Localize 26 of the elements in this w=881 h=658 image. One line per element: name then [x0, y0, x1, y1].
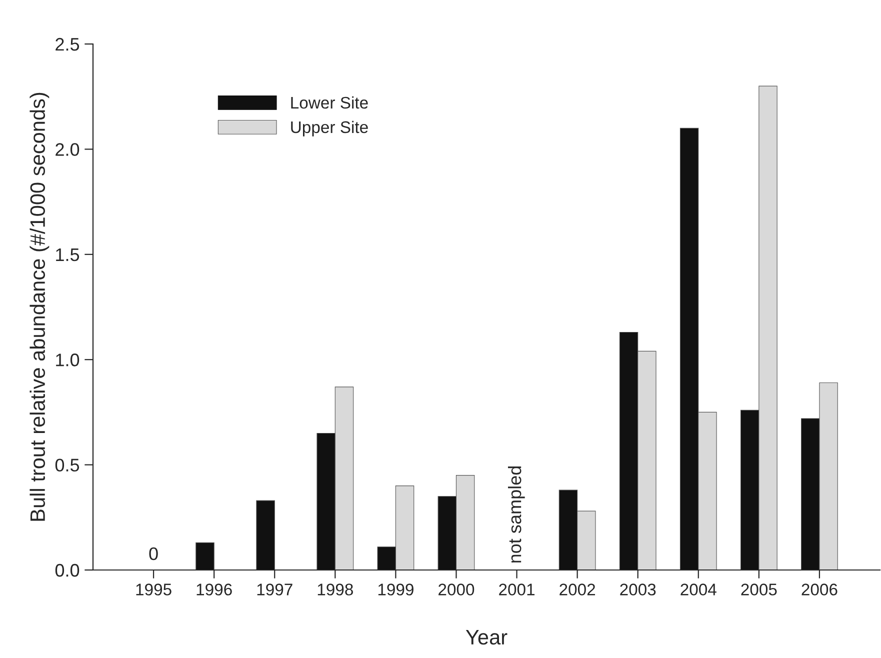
x-tick-label: 1997: [257, 584, 292, 596]
x-tick-label: 2003: [620, 584, 656, 596]
x-tick-label: 2002: [560, 584, 596, 596]
bar: [256, 500, 275, 570]
legend-label: Lower Site: [291, 96, 368, 109]
annotation: 0: [149, 547, 158, 560]
y-axis-title: Bull trout relative abundance (#/1000 seconds): [30, 92, 50, 521]
x-tick-label: 1996: [196, 584, 232, 596]
x-tick-label: 2006: [802, 584, 838, 596]
y-tick-label: 2.5: [56, 38, 80, 51]
legend-label: Upper Site: [291, 120, 368, 136]
x-axis-title: Year: [466, 630, 508, 645]
x-tick-label: 1999: [378, 584, 414, 596]
y-tick-label: 2.0: [56, 143, 80, 156]
annotation: not sampled: [508, 466, 525, 562]
bar: [196, 542, 214, 570]
x-tick-label: 1995: [136, 584, 172, 596]
x-tick-label: 2000: [438, 584, 474, 596]
y-tick-label: 0.0: [55, 564, 80, 577]
y-tick-label: 0.5: [55, 458, 80, 472]
y-tick-label: 1.5: [56, 248, 80, 262]
y-tick-label: 1.0: [56, 354, 80, 366]
x-tick-label: 2004: [680, 584, 716, 596]
x-tick-label: 2001: [499, 584, 534, 596]
x-tick-label: 2005: [741, 584, 777, 596]
x-tick-label: 1998: [318, 584, 353, 596]
